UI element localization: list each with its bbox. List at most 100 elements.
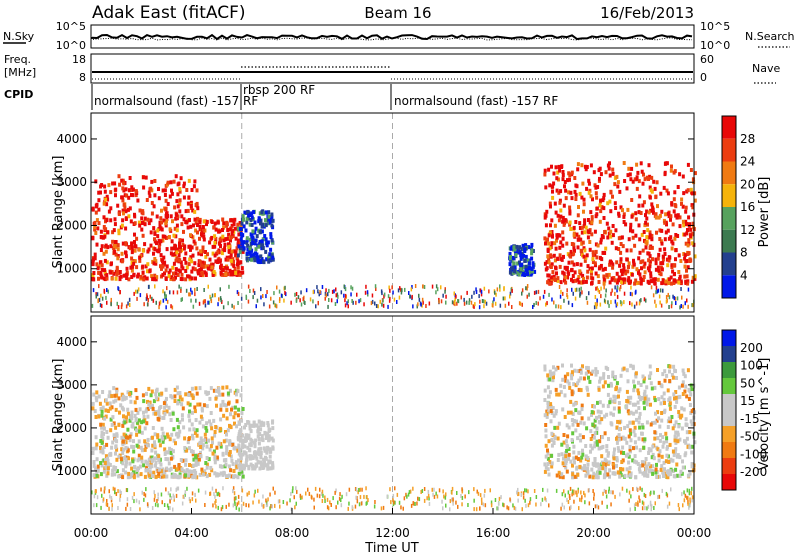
velocity-cell-0-675 bbox=[236, 475, 240, 480]
power-cell-0-194 bbox=[92, 257, 95, 262]
velocity-cell-0-553 bbox=[214, 425, 218, 429]
velocity-near-range-cell-386 bbox=[129, 507, 132, 511]
velocity-near-range-cell-331 bbox=[527, 489, 529, 494]
power-cell-4-181 bbox=[685, 274, 689, 279]
power-cell-4-199 bbox=[579, 271, 583, 276]
power-cell-1-180 bbox=[199, 266, 203, 271]
velocity-near-range-cell-238 bbox=[484, 503, 487, 508]
velocity-cell-0-363 bbox=[143, 447, 147, 452]
velocity-cell-2-164 bbox=[617, 406, 621, 411]
power-cell-4-655 bbox=[579, 248, 583, 253]
velocity-near-range-cell-335 bbox=[246, 492, 249, 497]
power-cell-4-730 bbox=[584, 279, 588, 284]
power-cell-4-59 bbox=[665, 188, 669, 193]
velocity-cell-2-324 bbox=[552, 365, 555, 370]
power-cell-4-126 bbox=[618, 263, 622, 268]
power-near-range-cell-226 bbox=[525, 286, 527, 291]
power-near-range-cell-51 bbox=[344, 298, 346, 303]
power-cell-4-428 bbox=[625, 186, 629, 191]
power-cell-0-481 bbox=[159, 226, 163, 231]
power-cell-4-771 bbox=[645, 241, 649, 246]
velocity-cell-2-243 bbox=[566, 434, 570, 439]
velocity-cell-2-620 bbox=[555, 473, 559, 478]
velocity-cell-2-87 bbox=[579, 438, 583, 443]
velocity-cell-2-602 bbox=[668, 469, 672, 474]
power-near-range-cell-211 bbox=[198, 301, 201, 306]
power-cell-0-493 bbox=[155, 241, 158, 246]
power-cell-4-64 bbox=[620, 272, 624, 277]
velocity-cell-2-208 bbox=[645, 385, 649, 390]
velocity-cell-0-692 bbox=[184, 458, 188, 463]
power-cell-4-471 bbox=[602, 216, 606, 220]
power-cell-4-411 bbox=[630, 198, 634, 202]
velocity-near-range-cell-282 bbox=[489, 488, 491, 493]
power-cell-4-479 bbox=[547, 241, 551, 246]
power-cell-0-125 bbox=[165, 217, 169, 221]
power-cell-4-609 bbox=[591, 197, 594, 202]
velocity-near-range-cell-412 bbox=[204, 503, 206, 507]
velocity-near-range-cell-451 bbox=[475, 507, 478, 512]
power-near-range-cell-393 bbox=[611, 288, 613, 293]
power-cell-4-305 bbox=[655, 180, 659, 185]
power-near-range-cell-189 bbox=[158, 305, 160, 310]
velocity-cell-0-155 bbox=[231, 462, 235, 466]
velocity-cell-0-519 bbox=[102, 426, 106, 431]
power-cell-2-31 bbox=[245, 251, 249, 256]
velocity-cell-2-660 bbox=[589, 443, 593, 448]
power-cell-0-19 bbox=[190, 245, 194, 250]
velocity-cell-0-625 bbox=[95, 473, 99, 478]
power-cell-3-27 bbox=[508, 262, 512, 267]
power-near-range-cell-82 bbox=[435, 290, 437, 295]
power-cell-0-527 bbox=[164, 221, 168, 226]
velocity-near-range-cell-68 bbox=[682, 503, 684, 508]
power-near-range-cell-192 bbox=[295, 292, 298, 296]
power-cell-4-548 bbox=[570, 268, 573, 273]
power-near-range-cell-101 bbox=[412, 304, 414, 309]
velocity-cell-0-387 bbox=[176, 391, 180, 396]
power-cell-0-352 bbox=[153, 179, 157, 183]
velocity-cell-0-364 bbox=[188, 402, 192, 407]
velocity-cell-2-464 bbox=[631, 420, 635, 425]
velocity-near-range-cell-184 bbox=[567, 490, 570, 495]
power-cell-4-239 bbox=[583, 258, 587, 263]
power-near-range-cell-123 bbox=[410, 287, 413, 292]
velocity-cell-0-671 bbox=[128, 461, 132, 466]
velocity-cell-2-661 bbox=[618, 474, 622, 479]
power-cell-0-422 bbox=[134, 244, 138, 249]
power-cell-0-360 bbox=[121, 208, 125, 213]
power-cell-4-361 bbox=[548, 201, 552, 206]
power-cell-0-178 bbox=[157, 196, 161, 201]
velocity-cell-2-668 bbox=[570, 376, 574, 381]
velocity-cell-2-32 bbox=[685, 394, 689, 399]
velocity-cell-2-373 bbox=[632, 411, 636, 416]
power-cell-0-426 bbox=[111, 239, 115, 244]
power-cell-2-91 bbox=[249, 232, 253, 237]
velocity-cell-2-751 bbox=[612, 471, 616, 476]
power-cell-4-543 bbox=[667, 214, 671, 219]
velocity-near-range-cell-212 bbox=[521, 507, 523, 512]
velocity-cell-0-120 bbox=[120, 392, 124, 397]
power-cell-0-529 bbox=[195, 246, 199, 251]
velocity-cell-0-697 bbox=[209, 444, 213, 449]
power-near-range-cell-144 bbox=[210, 296, 212, 301]
power-cell-4-568 bbox=[648, 233, 652, 238]
power-cell-0-447 bbox=[141, 175, 145, 180]
power-near-range-cell-109 bbox=[274, 303, 276, 308]
velocity-cell-0-512 bbox=[225, 448, 229, 453]
power-near-range-cell-16 bbox=[578, 287, 581, 292]
velocity-cell-0-202 bbox=[228, 439, 232, 444]
velocity-cell-2-426 bbox=[591, 369, 595, 374]
power-near-range-cell-369 bbox=[453, 300, 456, 305]
power-cell-0-298 bbox=[185, 220, 189, 225]
velocity-cell-0-570 bbox=[124, 445, 128, 450]
velocity-cell-0-101 bbox=[159, 462, 163, 467]
velocity-near-range-cell-245 bbox=[479, 506, 481, 511]
velocity-near-range-cell-242 bbox=[516, 490, 518, 495]
velocity-cell-0-600 bbox=[126, 390, 130, 395]
velocity-cell-0-442 bbox=[212, 388, 216, 393]
velocity-near-range-cell-406 bbox=[146, 502, 149, 507]
power-cell-4-513 bbox=[560, 164, 564, 169]
power-cell-1-195 bbox=[216, 250, 220, 255]
power-cell-2-180 bbox=[242, 246, 246, 251]
velocity-cell-2-546 bbox=[565, 423, 569, 428]
